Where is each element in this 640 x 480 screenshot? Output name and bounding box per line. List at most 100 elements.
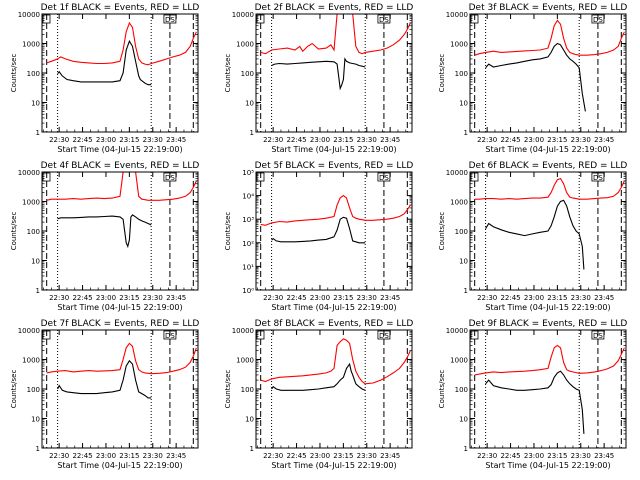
ds-box-left [470, 172, 479, 182]
x-tick-label: 23:00 [310, 452, 330, 460]
x-tick-label: 22:45 [72, 136, 92, 144]
x-tick-label: 23:15 [119, 294, 139, 302]
x-tick-label: 22:45 [500, 294, 520, 302]
ds-label: DS [379, 16, 389, 24]
y-axis-label: Counts/sec [224, 212, 232, 251]
series-line-events [271, 362, 366, 391]
y-tick-label: 1 [464, 287, 468, 295]
y-tick-label: 1000 [236, 357, 254, 365]
panel-det-8: Det 8f BLACK = Events, RED = LLD DS 1 10 100… [224, 319, 413, 470]
x-tick-label: 23:45 [380, 136, 400, 144]
x-tick-label: 23:00 [310, 294, 330, 302]
x-tick-label: 22:45 [286, 136, 306, 144]
x-tick-label: 22:30 [263, 294, 283, 302]
y-tick-label: 1 [36, 287, 40, 295]
x-tick-label: 23:45 [594, 294, 614, 302]
y-tick-label: 1000 [22, 357, 40, 365]
y-tick-label: 10⁵ [242, 169, 254, 177]
x-tick-label: 22:30 [49, 136, 69, 144]
y-tick-label: 100 [27, 70, 40, 78]
panel-det-2: Det 2f BLACK = Events, RED = LLD DS 1 10 100… [224, 3, 413, 154]
x-tick-label: 23:30 [357, 136, 377, 144]
ds-box-left [470, 330, 479, 340]
x-tick-label: 23:45 [380, 452, 400, 460]
y-tick-label: 10 [245, 100, 254, 108]
plot-frame [469, 329, 627, 449]
x-tick-label: 23:15 [119, 136, 139, 144]
series-line-events [485, 42, 586, 112]
x-tick-label: 23:00 [96, 294, 116, 302]
y-tick-label: 100 [455, 70, 468, 78]
y-tick-label: 100 [27, 228, 40, 236]
x-tick-label: 23:15 [547, 294, 567, 302]
y-tick-label: 100 [241, 386, 254, 394]
x-tick-label: 23:45 [594, 136, 614, 144]
ds-box-left [42, 172, 51, 182]
panel-title: Det 9f BLACK = Events, RED = LLD [469, 319, 628, 329]
y-axis-label: Counts/sec [224, 54, 232, 93]
ds-box-left [470, 14, 479, 24]
ds-box-left [256, 330, 265, 340]
x-axis-label: Start Time (04-Jul-15 22:19:00) [57, 145, 182, 154]
x-tick-label: 22:45 [500, 452, 520, 460]
y-tick-label: 100 [241, 70, 254, 78]
y-axis-label: Counts/sec [10, 54, 18, 93]
panel-det-4: Det 4f BLACK = Events, RED = LLD DS 1 10 100… [10, 161, 199, 312]
x-tick-label: 23:45 [166, 136, 186, 144]
x-tick-label: 22:30 [49, 452, 69, 460]
panel-det-3: Det 3f BLACK = Events, RED = LLD DS 1 10 100… [438, 3, 627, 154]
x-axis-label: Start Time (04-Jul-15 22:19:00) [485, 145, 610, 154]
plot-frame [255, 13, 413, 133]
ds-marker: DS [470, 172, 605, 182]
y-tick-label: 1000 [236, 41, 254, 49]
ds-label: DS [379, 174, 389, 182]
x-tick-label: 23:00 [96, 452, 116, 460]
x-tick-label: 23:15 [333, 452, 353, 460]
y-tick-label: 10 [245, 416, 254, 424]
x-tick-label: 23:00 [524, 136, 544, 144]
y-tick-label: 10³ [242, 216, 254, 224]
x-axis-label: Start Time (04-Jul-15 22:19:00) [271, 145, 396, 154]
y-tick-label: 10000 [446, 11, 468, 19]
y-axis-label: Counts/sec [10, 370, 18, 409]
panel-title: Det 5f BLACK = Events, RED = LLD [255, 161, 414, 171]
x-axis-label: Start Time (04-Jul-15 22:19:00) [485, 461, 610, 470]
ds-label: DS [379, 332, 389, 340]
y-tick-label: 1000 [450, 41, 468, 49]
x-tick-label: 22:30 [263, 136, 283, 144]
y-tick-label: 10000 [18, 11, 40, 19]
y-tick-label: 10000 [446, 169, 468, 177]
x-tick-label: 23:30 [571, 452, 591, 460]
ds-label: DS [165, 16, 175, 24]
panel-title: Det 1f BLACK = Events, RED = LLD [41, 3, 200, 13]
panel-det-7: Det 7f BLACK = Events, RED = LLD DS 1 10 100… [10, 319, 199, 470]
panel-title: Det 2f BLACK = Events, RED = LLD [255, 3, 414, 13]
x-tick-label: 22:45 [72, 294, 92, 302]
x-tick-label: 23:15 [333, 136, 353, 144]
plot-frame [41, 171, 199, 291]
x-tick-label: 23:30 [143, 136, 163, 144]
y-tick-label: 1000 [450, 357, 468, 365]
x-tick-label: 23:15 [547, 136, 567, 144]
ds-box-left [42, 330, 51, 340]
x-axis-label: Start Time (04-Jul-15 22:19:00) [485, 303, 610, 312]
panel-title: Det 6f BLACK = Events, RED = LLD [469, 161, 628, 171]
y-tick-label: 10 [31, 100, 40, 108]
series-line-events [57, 359, 152, 399]
x-tick-label: 22:30 [477, 294, 497, 302]
panel-title: Det 7f BLACK = Events, RED = LLD [41, 319, 200, 329]
x-tick-label: 23:30 [143, 452, 163, 460]
x-tick-label: 23:45 [380, 294, 400, 302]
ds-marker: DS [470, 330, 605, 340]
series-line-lld [260, 194, 411, 226]
y-tick-label: 10² [242, 240, 254, 248]
y-tick-label: 1 [250, 129, 254, 137]
series-line-lld [260, 338, 411, 385]
series-line-lld [46, 21, 197, 66]
panel-title: Det 4f BLACK = Events, RED = LLD [41, 161, 200, 171]
series-line-lld [474, 344, 625, 376]
x-axis-label: Start Time (04-Jul-15 22:19:00) [57, 303, 182, 312]
ds-label: DS [593, 332, 603, 340]
ds-marker: DS [42, 330, 177, 340]
y-tick-label: 10⁴ [242, 193, 254, 201]
